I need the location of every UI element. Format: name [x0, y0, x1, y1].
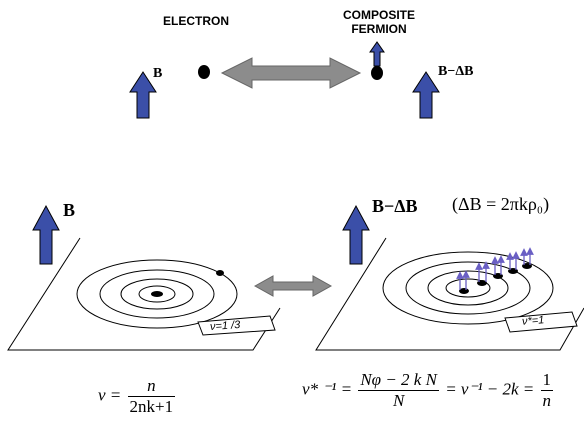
- composite-fermion-plane-panel: [315, 237, 584, 351]
- b-label-top: B: [153, 66, 163, 81]
- electron-center: [151, 291, 163, 297]
- eq-right-fraction-2: 1 n: [540, 370, 554, 411]
- filling-factor-equation: ν = n 2nk+1: [98, 376, 177, 417]
- orbit-ring: [405, 261, 531, 315]
- orbit-ring: [76, 259, 238, 329]
- composite-fermion-cluster: [456, 247, 534, 294]
- orbit-ring: [382, 251, 554, 325]
- eq-right-denominator: N: [392, 391, 405, 410]
- composite-label-line1: COMPOSITE: [343, 8, 416, 22]
- eq-left-numerator: n: [127, 376, 176, 397]
- electron-orbiting: [216, 270, 224, 276]
- composite-fermion-label: COMPOSITE FERMION: [343, 8, 415, 36]
- composite-fermion-filling-equation: ν* ⁻¹ = Nφ − 2 k N N = ν⁻¹ − 2k = 1 n: [302, 370, 555, 411]
- equivalence-arrow-bottom: [253, 275, 333, 297]
- b-field-arrow-top-left: [129, 71, 157, 119]
- electron-label: ELECTRON: [163, 14, 229, 28]
- eq-right-middle: = ν⁻¹ − 2k =: [445, 379, 535, 399]
- eq-right-denominator-2: n: [542, 391, 552, 410]
- composite-fermion-dot: [371, 66, 383, 80]
- equivalence-arrow-top: [220, 57, 362, 89]
- eq-right-numerator-2: 1: [540, 370, 554, 391]
- orbit-ring: [120, 278, 194, 310]
- filling-factor-tag-right: ν*=1: [521, 314, 545, 328]
- b-field-arrow-top-right: [412, 71, 440, 119]
- electron-dot: [198, 65, 210, 79]
- eq-left-fraction: n 2nk+1: [127, 376, 176, 417]
- b-minus-db-label-bottom: B−ΔB: [372, 196, 418, 216]
- b-field-arrow-bottom-left: [32, 204, 60, 265]
- eq-left-denominator: 2nk+1: [129, 397, 174, 416]
- orbit-ring: [99, 269, 215, 319]
- eq-right-lhs: ν* ⁻¹ =: [302, 379, 353, 399]
- delta-b-equation: (ΔB = 2πkρ₀): [452, 194, 550, 214]
- orbit-ring: [445, 278, 491, 298]
- orbit-ring: [138, 285, 176, 303]
- b-field-arrow-bottom-right: [342, 204, 370, 265]
- attached-flux-arrow-top: [369, 41, 385, 67]
- filling-tag-box: [197, 315, 276, 336]
- b-minus-db-label-top: B−ΔB: [438, 64, 474, 79]
- composite-label-line2: FERMION: [351, 22, 407, 36]
- filling-tag-box: [504, 311, 578, 333]
- filling-factor-tag-left: ν=1 /3: [209, 318, 241, 334]
- b-label-bottom: B: [63, 200, 76, 220]
- eq-right-numerator: Nφ − 2 k N: [358, 370, 439, 391]
- eq-right-fraction: Nφ − 2 k N N: [358, 370, 439, 411]
- electron-plane-panel: [7, 237, 281, 351]
- eq-left-lhs: ν =: [98, 385, 122, 405]
